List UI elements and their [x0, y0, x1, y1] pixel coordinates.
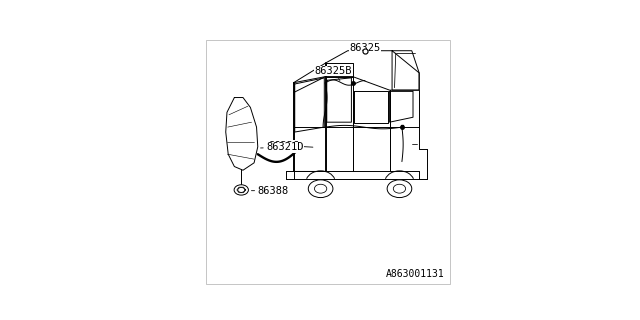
Text: 86321D: 86321D: [260, 142, 304, 152]
Ellipse shape: [238, 188, 244, 192]
Text: A863001131: A863001131: [387, 269, 445, 279]
Ellipse shape: [387, 180, 412, 197]
Ellipse shape: [394, 184, 406, 193]
Ellipse shape: [314, 184, 327, 193]
Text: 86388: 86388: [252, 186, 289, 196]
Ellipse shape: [308, 180, 333, 197]
Text: 86325: 86325: [350, 43, 381, 53]
Text: 86326: 86326: [268, 140, 313, 151]
Text: 86325B: 86325B: [314, 66, 351, 81]
Ellipse shape: [234, 185, 248, 195]
